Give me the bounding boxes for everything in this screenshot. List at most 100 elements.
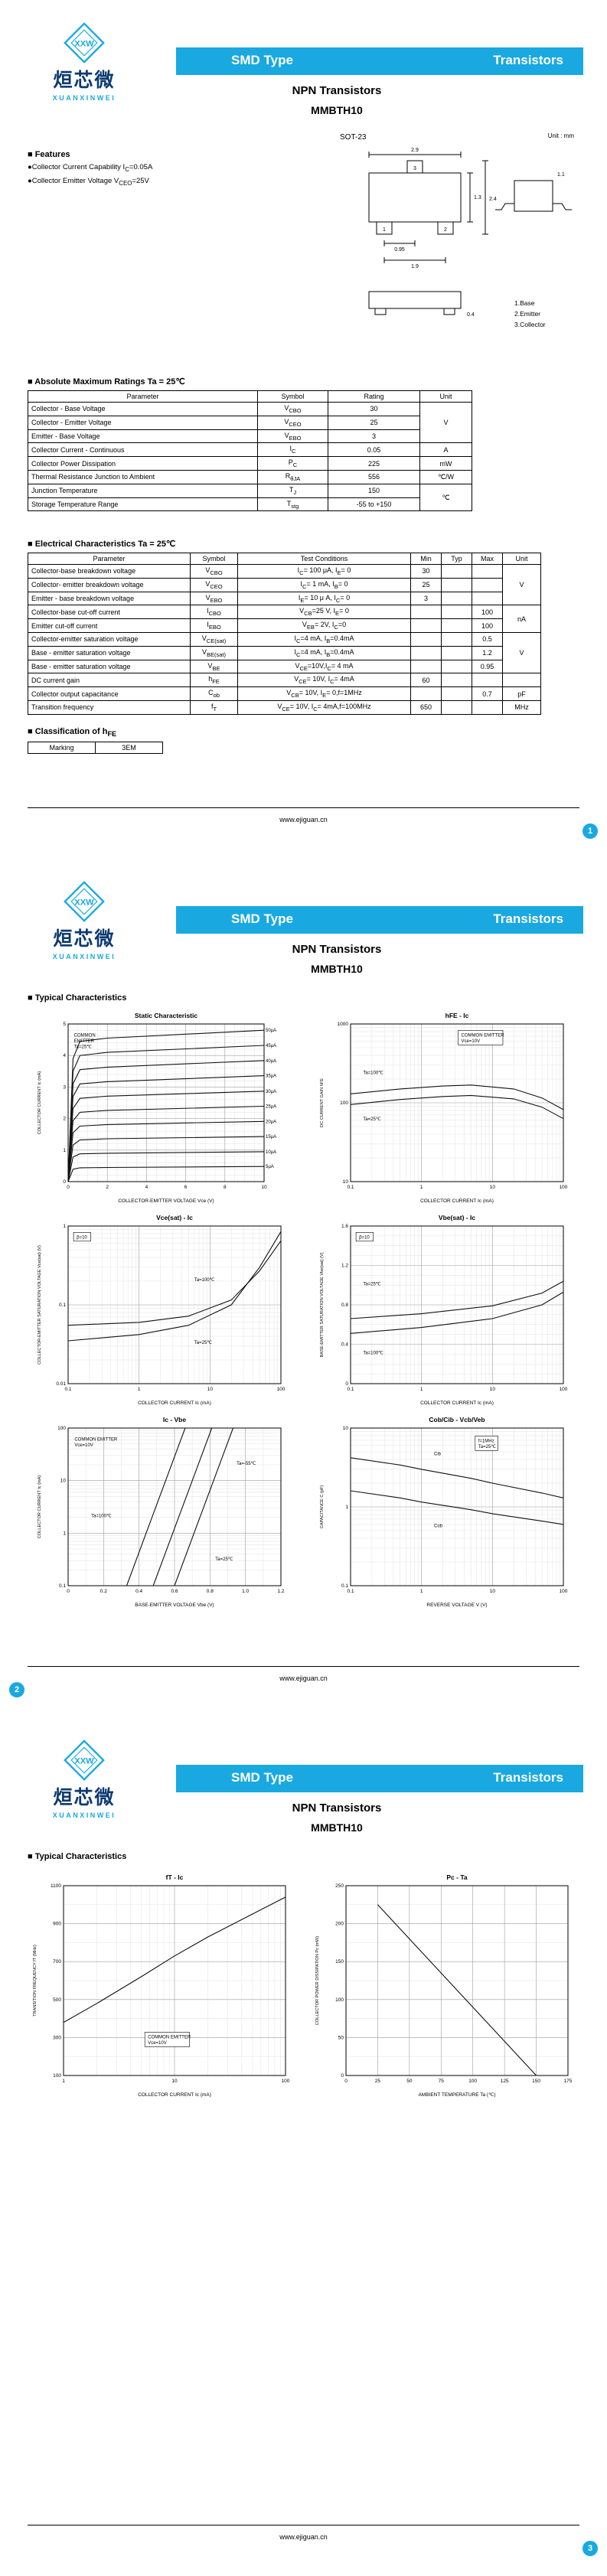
brand-logo-icon: XXW [64,22,105,64]
svg-text:100: 100 [559,1185,567,1190]
footer-url: www.ejiguan.cn [279,2533,328,2541]
table-cell: V [502,631,541,674]
svg-text:COLLECTOR CURRENT Ic (mA): COLLECTOR CURRENT Ic (mA) [38,1475,42,1539]
svg-text:10: 10 [60,1479,66,1484]
svg-text:Ta=-55℃: Ta=-55℃ [237,1462,256,1466]
table-cell [472,577,503,592]
svg-text:100: 100 [281,2079,289,2084]
svg-text:COLLECTOR-EMITTER VOLTAGE Vce: COLLECTOR-EMITTER VOLTAGE Vce (V) [118,1198,214,1204]
table-cell: IC=4 mA, IB=0.4mA [237,645,411,660]
table-cell: Collector Current - Continuous [28,442,258,458]
table-cell: Collector - Base Voltage [28,402,258,416]
device-type: NPN Transistors [292,84,382,97]
table-cell: VCE=10V,IC= 4 mA [237,659,411,674]
svg-text:10μA: 10μA [266,1150,276,1155]
table-row: Emitter - Base Voltage VEBO 3 [28,429,472,444]
svg-text:1.3: 1.3 [474,195,481,201]
table-cell: IC [257,442,328,458]
table-cell: VCBO [257,402,328,416]
svg-text:0.4: 0.4 [341,1342,348,1348]
table-cell [441,577,472,592]
table-cell: Collector- emitter breakdown voltage [28,577,191,592]
svg-text:0: 0 [344,2079,348,2084]
table-row: Emitter - base breakdown voltage VEBO IE= … [28,591,541,606]
svg-text:0.2: 0.2 [100,1589,106,1594]
svg-text:Cob: Cob [433,1524,442,1529]
svg-text:6: 6 [184,1185,187,1190]
features-heading: ■ Features [28,150,70,159]
brand-logo-icon: XXW [64,881,105,922]
svg-text:0.4: 0.4 [135,1589,142,1594]
table-cell: VCE= 10V, IC= 4mA [237,673,411,688]
header-smd-type: SMD Type [231,53,293,67]
table-cell: DC current gain [28,673,191,688]
svg-text:1100: 1100 [51,1883,61,1889]
table-cell: ℃ [419,483,472,512]
svg-text:0.1: 0.1 [58,1583,65,1589]
svg-text:2.9: 2.9 [411,148,419,153]
svg-text:0.8: 0.8 [206,1589,213,1594]
table-header-row: Parameter Symbol Test Conditions Min Typ Max U… [28,553,541,565]
svg-text:BASE-EMITTER VOLTAGE Vbe (V): BASE-EMITTER VOLTAGE Vbe (V) [135,1603,214,1608]
column-header: Min [410,553,442,565]
svg-text:0: 0 [341,2073,344,2079]
header-transistors: Transistors [493,1770,563,1785]
table-cell: VEBO [190,591,238,606]
table-cell: Emitter - base breakdown voltage [28,591,191,606]
svg-text:2: 2 [63,1117,66,1122]
abs-max-table: Parameter Symbol Rating Unit Collector - Ba… [28,390,472,512]
table-row: Base - emitter saturation voltage VBE(sat… [28,645,541,660]
table-row: Collector Power Dissipation PC 225 mW [28,456,472,471]
part-number: MMBTH10 [311,963,363,975]
svg-text:1: 1 [63,1224,66,1229]
table-row: Thermal Resistance Junction to Ambient Rθ… [28,469,472,484]
svg-text:8: 8 [223,1185,226,1190]
svg-text:XXW: XXW [74,1757,94,1766]
table-cell: VEB= 2V, IC=0 [237,618,411,633]
part-number: MMBTH10 [311,104,363,116]
brand: XXW 烜芯微 XUANXINWEI [26,880,142,960]
datasheet-page-3: XXW 烜芯微 XUANXINWEI SMD Type Transistors … [0,1717,607,2576]
svg-text:10: 10 [342,1426,348,1431]
svg-text:3.Collector: 3.Collector [514,321,546,328]
svg-text:15μA: 15μA [266,1135,276,1140]
svg-text:3: 3 [413,166,416,171]
package-pin-legend: 1.Base 2.Emitter 3.Collector [514,299,546,328]
chart-svg: 1 10 100 100 300 500 700 900 1100 fT - Ic COLLECTO… [33,1873,290,2098]
table-cell: 150 [328,483,420,498]
package-unit: Unit : mm [548,132,575,139]
svg-text:Ta=25℃: Ta=25℃ [215,1557,233,1562]
svg-text:0: 0 [67,1185,70,1190]
table-row: Emitter cut-off current IEBO VEB= 2V, IC=0… [28,618,541,633]
svg-text:BASE-EMITTER SATURATION VOLTAG: BASE-EMITTER SATURATION VOLTAGE Vbe(sat)… [320,1252,325,1357]
table-row: Collector Current - Continuous IC 0.05 A [28,442,472,458]
table-cell: VBE(sat) [190,645,238,660]
svg-text:Ta=100℃: Ta=100℃ [363,1071,383,1076]
table-cell: -55 to +150 [328,497,420,512]
svg-text:hFE - Ic: hFE - Ic [445,1012,468,1019]
table-cell [441,645,472,660]
column-header: Typ [441,553,472,565]
table-row: Base - emitter saturation voltage VBE VCE=… [28,659,541,674]
svg-text:1: 1 [383,227,386,233]
svg-text:100: 100 [276,1387,285,1392]
table-cell [441,686,472,701]
svg-text:10: 10 [489,1185,495,1190]
table-cell: Junction Temperature [28,483,258,498]
table-cell [441,564,472,579]
column-header: Parameter [28,390,258,403]
abs-max-heading: ■ Absolute Maximum Ratings Ta = 25℃ [28,377,185,386]
svg-text:Static Characteristic: Static Characteristic [134,1012,197,1019]
datasheet-page-2: XXW 烜芯微 XUANXINWEI SMD Type Transistors … [0,859,607,1717]
chart-capacitance-vs-voltage: 0.1 1 10 100 0.1 1 10 Cob/Cib - Vcb/Veb REVERSE … [315,1413,576,1610]
column-header: Unit [502,553,541,565]
svg-text:Vbe(sat) - Ic: Vbe(sat) - Ic [438,1214,475,1221]
svg-text:3: 3 [63,1084,66,1090]
absolute-maximum-ratings-section: ■ Absolute Maximum Ratings Ta = 25℃ Para… [28,377,472,512]
svg-text:125: 125 [500,2079,508,2084]
table-cell: VCEO [257,415,328,430]
table-cell [410,631,442,647]
chart-svg: 0 2 4 6 8 10 0 1 2 3 4 5 Static Characteristic COLLEC… [38,1012,276,1204]
